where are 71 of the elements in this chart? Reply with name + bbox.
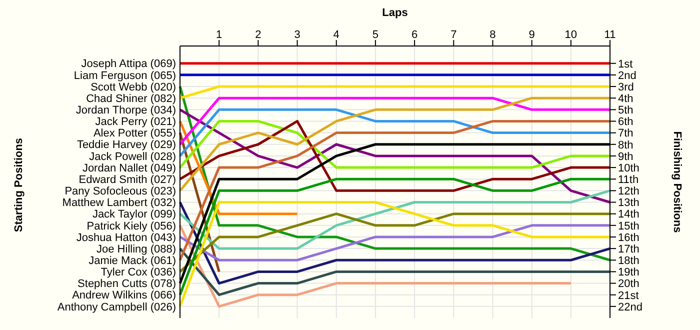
- y2-tick-label: 8th: [618, 139, 634, 152]
- line-series: [178, 120, 612, 169]
- line-series: [178, 120, 612, 192]
- line-series: [178, 96, 612, 192]
- series-label: Jamie Mack (061): [88, 254, 176, 267]
- line-series: [178, 108, 612, 158]
- x-tick-label: 9: [528, 29, 535, 41]
- y2-tick-label: 20th: [618, 278, 640, 290]
- series-label: Jack Perry (021): [95, 116, 176, 128]
- y2-tick-label: 3rd: [618, 81, 634, 94]
- x-tick-label: 11: [604, 29, 616, 41]
- y2-tick-label: 6th: [618, 116, 634, 128]
- series-label: Jordan Nallet (049): [82, 162, 176, 174]
- x-tick-label: 2: [255, 29, 262, 41]
- series-label: Jack Taylor (099): [92, 208, 176, 221]
- line-series: [178, 224, 612, 262]
- series-label: Jordan Thorpe (034): [76, 104, 176, 117]
- line-series: [178, 212, 612, 273]
- y2-tick-label: 2nd: [618, 70, 636, 82]
- x-tick-label: 8: [490, 29, 496, 41]
- y2-tick-label: 1st: [618, 58, 633, 70]
- y2-tick-label: 12th: [618, 186, 640, 198]
- y2-tick-label: 15th: [618, 220, 640, 232]
- y2-tick-label: 14th: [618, 208, 640, 221]
- x-tick-label: 1: [216, 29, 222, 41]
- y2-tick-label: 5th: [618, 104, 634, 117]
- y2-tick-label: 19th: [618, 266, 640, 279]
- line-series: [178, 201, 612, 285]
- series-label: Liam Ferguson (065): [74, 70, 176, 82]
- y2-tick-label: 16th: [618, 232, 640, 244]
- line-series: [178, 189, 612, 250]
- y2-tick-label: 9th: [618, 150, 634, 163]
- x-tick-label: 5: [372, 29, 379, 41]
- series-label: Stephen Cutts (078): [78, 278, 176, 290]
- line-series: [178, 108, 612, 204]
- series-label: Chad Shiner (082): [86, 92, 176, 105]
- series-label: Anthony Campbell (026): [57, 301, 176, 314]
- series-label: Scott Webb (020): [90, 81, 176, 94]
- x-axis-title: Laps: [382, 6, 408, 19]
- series-label: Jack Powell (028): [89, 150, 176, 163]
- y2-tick-label: 13th: [618, 197, 640, 210]
- x-tick-label: 10: [564, 29, 578, 41]
- line-series: [178, 201, 612, 308]
- x-tick-label: 4: [333, 29, 340, 41]
- y2-tick-label: 10th: [618, 162, 640, 174]
- series-label: Edward Smith (027): [78, 174, 176, 186]
- y2-tick-label: 7th: [618, 128, 634, 140]
- line-series: [178, 247, 612, 296]
- series-label: Tyler Cox (036): [100, 266, 176, 279]
- y2-tick-label: 22nd: [618, 301, 642, 314]
- x-tick-label: 7: [450, 29, 457, 41]
- series-label: Alex Potter (055): [93, 128, 176, 140]
- series-label: Joshua Hatton (043): [76, 232, 176, 244]
- line-series: [178, 224, 572, 308]
- text: Starting Positions: [13, 138, 25, 232]
- series-label: Patrick Kiely (056): [86, 220, 176, 232]
- line-series: [178, 120, 612, 262]
- series-label: Teddie Harvey (029): [76, 139, 176, 152]
- y2-tick-label: 11th: [618, 174, 639, 186]
- y2-tick-label: 21st: [618, 290, 639, 302]
- series-label: Matthew Lambert (032): [62, 197, 176, 210]
- series-label: Joseph Attipa (069): [81, 58, 176, 70]
- series-label: Pany Sofocleous (023): [64, 186, 176, 198]
- series-label: Andrew Wilkins (066): [72, 290, 176, 302]
- x-tick-label: 6: [411, 29, 418, 41]
- y2-tick-label: 17th: [618, 243, 640, 256]
- series-label: Joe Hilling (088): [96, 243, 176, 256]
- y2-tick-label: 4th: [618, 92, 634, 105]
- y2-axis-title: Finishing Positions: [671, 131, 684, 233]
- y2-tick-label: 18th: [618, 255, 640, 268]
- x-tick-label: 3: [294, 29, 300, 41]
